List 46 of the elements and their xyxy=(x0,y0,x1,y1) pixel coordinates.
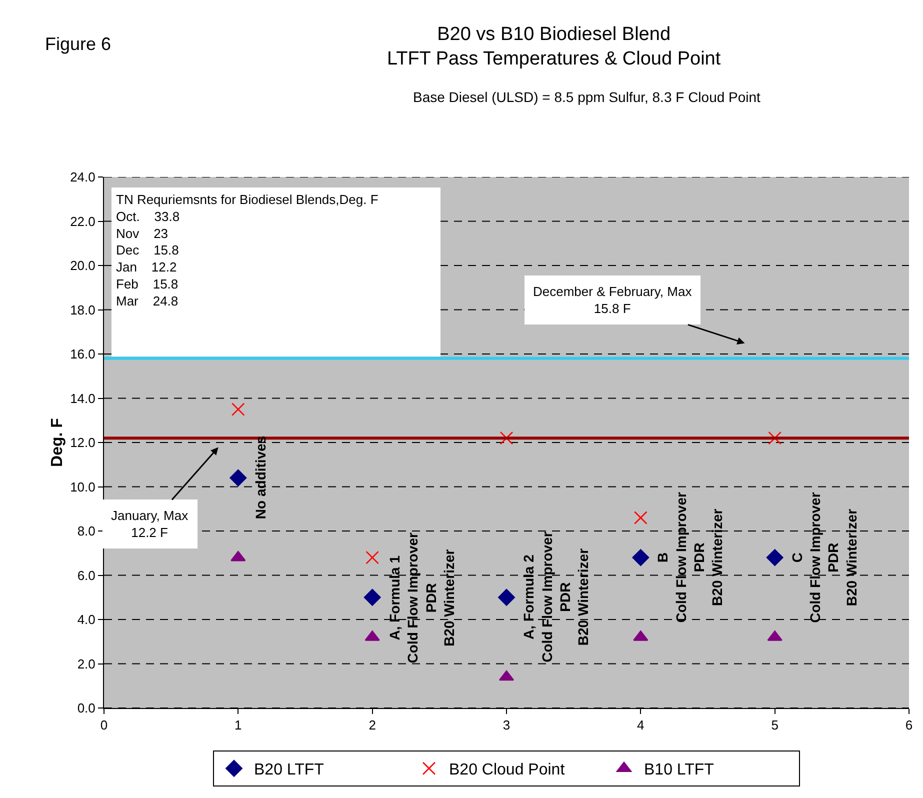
point xyxy=(230,469,247,486)
legend-label: B20 LTFT xyxy=(254,762,324,779)
annotation: January, Max 12.2 F xyxy=(111,508,189,540)
y-tick-label: 2.0 xyxy=(77,656,96,672)
y-axis-title: Deg. F xyxy=(49,418,66,467)
annotation: No additives xyxy=(252,436,268,520)
annotation: A, Formula 1 Cold Flow Improver PDR B20 Winterizer xyxy=(386,532,458,664)
annotation: C Cold Flow Improver PDR B20 Winterizer xyxy=(788,492,860,623)
annotation: B Cold Flow Improver PDR B20 Winterizer xyxy=(654,491,726,623)
x-tick-label: 0 xyxy=(100,718,108,733)
note-box: TN Requriemsnts for Biodiesel Blends,Deg. F Oct. 33.8 Nov 23 Dec 15.8 Jan 12.2 Feb 15.8 Mar 24.8 xyxy=(112,188,440,356)
caption: Figure 6 xyxy=(45,34,112,54)
point xyxy=(364,588,381,606)
legend-label: B20 Cloud Point xyxy=(449,762,566,779)
y-tick-label: 16.0 xyxy=(70,346,96,362)
annotation: TN Requriemsnts for Biodiesel Blends,Deg. F Oct. 33.8 Nov 23 Dec 15.8 Jan 12.2 Feb 15.8 Mar 24.8 xyxy=(116,192,378,308)
y-tick-label: 22.0 xyxy=(70,214,96,229)
y-tick-label: 10.0 xyxy=(70,479,96,494)
chart-subtitle: Base Diesel (ULSD) = 8.5 ppm Sulfur, 8.3 F Cloud Point xyxy=(413,89,761,105)
x-tick-label: 3 xyxy=(502,718,510,733)
y-tick-label: 20.0 xyxy=(70,258,96,274)
point xyxy=(232,402,245,416)
y-tick-label: 4.0 xyxy=(77,612,96,628)
point xyxy=(230,550,246,562)
y-tick-label: 8.0 xyxy=(77,524,96,539)
point xyxy=(632,549,650,566)
chart-title: B20 vs B10 Biodiesel Blend LTFT Pass Temperatures & Cloud Point xyxy=(386,24,722,70)
legend-label: B10 LTFT xyxy=(644,762,714,779)
y-tick-label: 18.0 xyxy=(70,302,96,318)
point xyxy=(366,550,379,564)
point xyxy=(766,549,784,566)
point xyxy=(500,431,514,445)
x-tick-label: 2 xyxy=(368,718,376,733)
y-tick-label: 6.0 xyxy=(77,568,96,583)
point xyxy=(498,588,515,606)
x-tick-label: 4 xyxy=(637,718,644,733)
x-tick-label: 6 xyxy=(905,718,913,733)
x-tick-label: 5 xyxy=(771,718,778,733)
x-tick-label: 1 xyxy=(234,718,242,733)
annotation: December & February, Max 15.8 F xyxy=(533,284,692,316)
y-tick-label: 24.0 xyxy=(70,170,96,185)
y-tick-label: 12.0 xyxy=(70,435,96,450)
point xyxy=(768,431,782,445)
y-tick-label: 14.0 xyxy=(70,390,96,406)
point xyxy=(634,511,648,524)
y-tick-label: 0.0 xyxy=(77,700,96,716)
